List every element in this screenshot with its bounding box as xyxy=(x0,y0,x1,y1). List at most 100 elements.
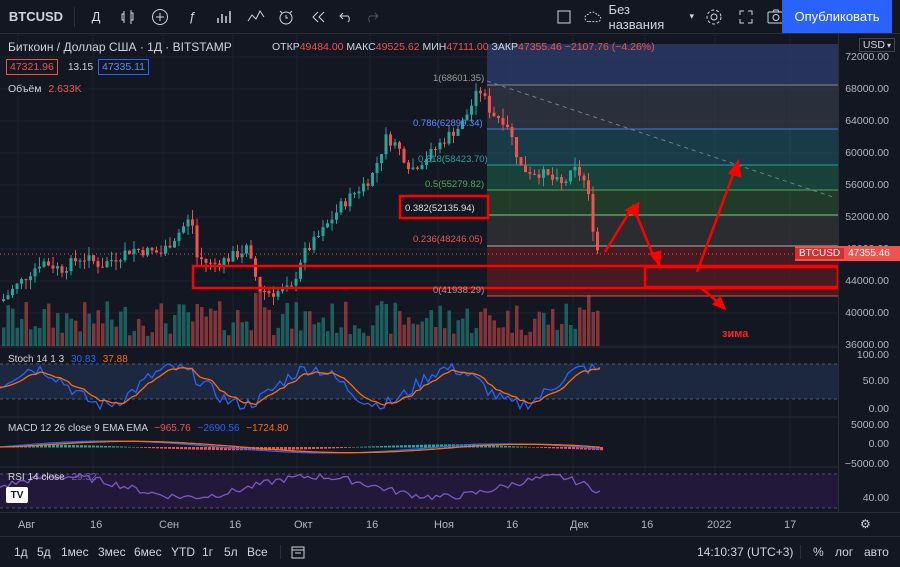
price-axis[interactable]: USD ▾ 72000.00 68000.00 64000.00 60000.00 560… xyxy=(795,34,900,512)
candle-body xyxy=(420,164,424,169)
candle-body xyxy=(24,279,28,281)
goto-date-icon[interactable] xyxy=(291,545,305,562)
stoch-k-value: 30.83 xyxy=(70,354,96,365)
undo-icon[interactable] xyxy=(334,0,358,33)
log-toggle[interactable]: лог xyxy=(835,545,854,559)
financials-icon[interactable] xyxy=(212,0,236,33)
percent-toggle[interactable]: % xyxy=(813,545,824,559)
candle-body xyxy=(168,245,172,248)
annotation-text[interactable]: зима xyxy=(722,328,749,340)
volume-bar xyxy=(492,320,496,346)
candle-body xyxy=(528,172,532,174)
fullscreen-square-icon[interactable] xyxy=(552,0,576,33)
volume-bar xyxy=(537,311,541,346)
fib-label-0236: 0.236(48246.05) xyxy=(413,234,483,245)
range-5d[interactable]: 5д xyxy=(37,545,51,559)
candle-body xyxy=(6,295,10,300)
volume-bar xyxy=(281,314,285,346)
volume-bar xyxy=(380,301,384,346)
macd-hist-bar xyxy=(524,446,527,448)
macd-hist-bar xyxy=(492,445,495,448)
time-axis[interactable]: Авг 16 Сен 16 Окт 16 Ноя 16 Дек 16 2022 … xyxy=(0,512,900,537)
indicators-add-icon[interactable] xyxy=(148,0,172,33)
bid-box[interactable]: 47321.96 xyxy=(6,59,58,75)
axis-settings-icon[interactable]: ⚙ xyxy=(860,517,871,531)
symbol-title[interactable]: Биткоин / Доллар США · 1Д · BITSTAMP xyxy=(8,40,232,54)
range-all[interactable]: Все xyxy=(247,545,268,559)
macd-hist-bar xyxy=(176,447,179,450)
candle-body xyxy=(69,258,73,272)
symbol-search[interactable]: BTCUSD xyxy=(8,9,64,24)
support-zone-box[interactable] xyxy=(191,264,838,290)
macd-hist-bar xyxy=(520,446,523,448)
forecast-arrows[interactable] xyxy=(603,158,742,311)
range-3m[interactable]: 3мес xyxy=(98,545,126,559)
range-1y[interactable]: 1г xyxy=(202,545,214,559)
candle-body xyxy=(87,255,91,261)
layout-name[interactable]: Без названия ▾ xyxy=(584,0,694,33)
volume-bar xyxy=(519,329,523,346)
macd-hist-bar xyxy=(252,447,255,451)
candle-body xyxy=(393,142,397,146)
macd-hist-bar xyxy=(328,447,331,449)
fibonacci-retracement[interactable] xyxy=(487,44,838,297)
volume-bar xyxy=(218,301,222,346)
ask-box[interactable]: 47335.11 xyxy=(98,59,150,75)
volume-bar xyxy=(528,331,532,346)
candle-body xyxy=(258,276,262,292)
range-1m[interactable]: 1мес xyxy=(61,545,89,559)
volume-bar xyxy=(375,305,379,346)
price-axis-label: 36000.00 xyxy=(845,339,889,351)
replay-icon[interactable] xyxy=(306,0,330,33)
macd-hist-bar xyxy=(332,447,335,449)
range-1d[interactable]: 1д xyxy=(14,545,28,559)
templates-icon[interactable] xyxy=(244,0,268,33)
trend-line[interactable] xyxy=(486,80,837,199)
redo-icon[interactable] xyxy=(360,0,384,33)
macd-label[interactable]: MACD 12 26 close 9 EMA EMA xyxy=(8,423,148,434)
function-icon[interactable]: ƒ xyxy=(188,9,196,24)
volume-bar xyxy=(578,307,582,346)
macd-hist-bar xyxy=(184,447,187,450)
candle-body xyxy=(501,118,505,125)
candle-body xyxy=(227,258,230,262)
macd-hist-bar xyxy=(376,446,379,448)
price-chart-canvas[interactable] xyxy=(0,34,838,512)
publish-button[interactable]: Опубликовать xyxy=(782,0,892,33)
volume-bar xyxy=(258,285,262,346)
macd-hist-bar xyxy=(128,446,131,448)
volume-bar xyxy=(479,311,483,346)
candle-body xyxy=(353,193,356,195)
candle-body xyxy=(177,232,181,241)
range-ytd[interactable]: YTD xyxy=(171,545,195,559)
macd-hist-bar xyxy=(552,447,555,449)
range-5y[interactable]: 5л xyxy=(224,545,238,559)
fib-0382-highlight-box[interactable] xyxy=(398,194,490,220)
auto-toggle[interactable]: авто xyxy=(864,545,889,559)
volume-bar xyxy=(42,308,46,346)
macd-hist-bar xyxy=(364,446,367,448)
bottom-toolbar: 1д 5д 1мес 3мес 6мес YTD 1г 5л Все 14:10… xyxy=(0,536,900,567)
rsi-value: 29.32 xyxy=(71,472,97,483)
clock-timezone[interactable]: 14:10:37 (UTC+3) xyxy=(697,545,794,559)
volume-bar xyxy=(398,311,402,346)
range-6m[interactable]: 6мес xyxy=(134,545,162,559)
alert-icon[interactable] xyxy=(274,0,298,33)
stoch-legend: Stoch 14 1 3 30.83 37.88 xyxy=(8,354,128,365)
volume-bar xyxy=(191,321,195,346)
expand-icon[interactable] xyxy=(734,0,758,33)
target-zone-box[interactable] xyxy=(643,265,838,289)
candle-body xyxy=(555,177,559,180)
volume-bar xyxy=(200,306,204,346)
interval-button[interactable]: Д xyxy=(91,9,101,24)
chart-type-icon[interactable] xyxy=(116,0,140,33)
candle-body xyxy=(128,250,131,254)
macd-hist-bar xyxy=(540,447,543,448)
candle-body xyxy=(141,250,145,256)
currency-selector[interactable]: USD ▾ xyxy=(858,38,895,52)
macd-value: −2690.56 xyxy=(197,423,240,434)
stoch-label[interactable]: Stoch 14 1 3 xyxy=(8,354,65,365)
rsi-label[interactable]: RSI 14 close xyxy=(8,472,65,483)
settings-icon[interactable] xyxy=(702,0,726,33)
chart-pane[interactable]: Биткоин / Доллар США · 1Д · BITSTAMP ОТК… xyxy=(0,34,838,512)
